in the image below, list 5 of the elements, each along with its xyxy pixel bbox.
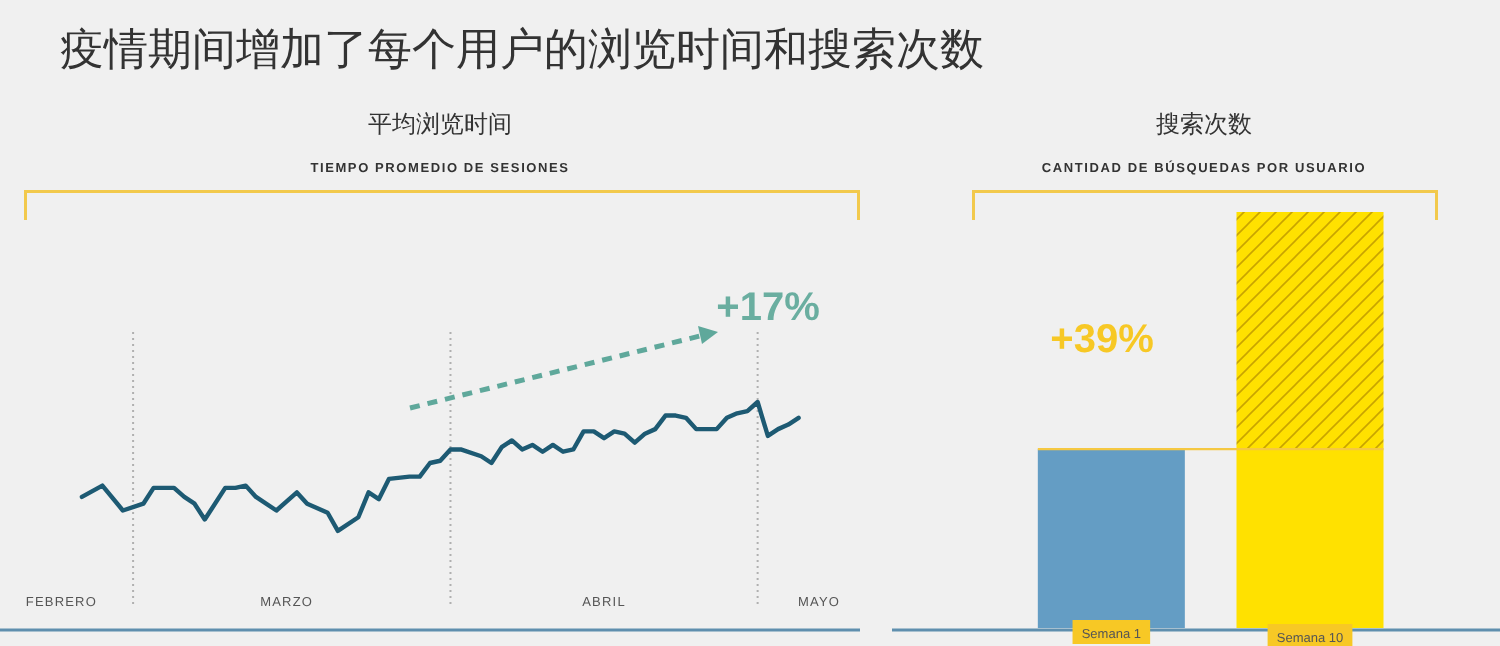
chart-title: 平均浏览时间 — [368, 110, 512, 138]
annotation: +39% — [1050, 318, 1155, 362]
text: +17% — [716, 286, 821, 330]
chart-title: 搜索次数 — [1156, 110, 1252, 138]
text: 疫情期间增加了每个用户的浏览时间和搜索次数 — [60, 26, 984, 76]
